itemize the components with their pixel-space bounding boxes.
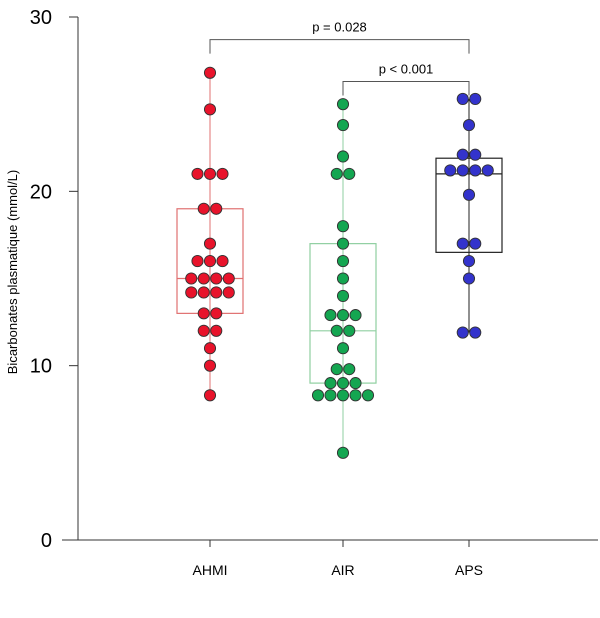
data-point [469,92,482,105]
data-point [324,377,337,390]
data-point [469,164,482,177]
data-point [469,237,482,250]
x-category-label: APS [455,562,483,578]
data-point [462,272,476,285]
groups-layer [176,66,503,459]
data-point [203,359,217,372]
data-point [210,286,223,299]
data-point [469,326,482,339]
data-point [336,150,350,163]
data-point [444,164,457,177]
data-point [203,255,217,268]
data-point [456,92,469,105]
y-tick-label: 0 [41,530,52,552]
data-point [203,103,217,116]
category-labels: AHMI AIR APS [193,562,484,578]
data-point [197,272,210,285]
data-point [216,167,229,180]
significance-bracket [209,39,470,54]
data-point [222,272,235,285]
data-point [191,167,204,180]
data-point [203,389,217,402]
box [176,208,244,314]
group-ahmi [176,66,244,402]
data-point [336,272,350,285]
axes: 0 10 20 30 [30,7,598,552]
data-point [330,167,343,180]
group-aps [435,92,503,339]
data-point [191,255,204,268]
data-point [336,389,350,402]
data-point [216,255,229,268]
data-point [336,98,350,111]
data-point [197,202,210,215]
data-point [185,286,198,299]
data-point [361,389,375,402]
data-point [336,220,350,233]
data-point [336,237,350,250]
data-point [324,309,337,322]
data-point [203,66,217,79]
group-air [309,98,377,459]
data-point [462,188,476,201]
data-point [203,237,217,250]
data-point [336,309,350,322]
data-point [311,389,325,402]
data-point [462,119,476,132]
x-category-label: AIR [331,562,354,578]
data-point [336,289,350,302]
y-axis-title: Bicarbonates plasmatique (mmol/L) [5,170,20,374]
data-point [462,255,476,268]
data-point [336,119,350,132]
y-tick-label: 10 [30,356,52,378]
data-point [349,377,362,390]
y-tick-label: 30 [30,7,52,29]
data-point [210,272,223,285]
data-point [197,286,210,299]
data-point [203,342,217,355]
data-point [324,389,337,402]
x-category-label: AHMI [193,562,228,578]
data-point [336,255,350,268]
data-point [210,202,223,215]
data-point [210,307,223,320]
data-point [330,324,343,337]
data-point [349,389,362,402]
significance-annotations: p = 0.028 p < 0.001 [209,20,470,96]
data-point [336,446,350,459]
data-point [456,164,469,177]
data-point [197,324,210,337]
data-point [336,377,350,390]
data-point [343,363,356,376]
data-point [185,272,198,285]
data-point [469,148,482,161]
data-point [222,286,235,299]
data-point [456,237,469,250]
data-point [330,363,343,376]
data-point [343,167,356,180]
data-point [481,164,494,177]
data-point [343,324,356,337]
data-point [456,326,469,339]
p-value-label: p < 0.001 [379,62,434,77]
y-tick-label: 20 [30,181,52,203]
data-point [456,148,469,161]
significance-bracket [342,81,470,96]
data-point [210,324,223,337]
data-point [336,342,350,355]
data-point [203,167,217,180]
data-point [197,307,210,320]
p-value-label: p = 0.028 [312,20,367,35]
box [435,157,503,253]
data-point [349,309,362,322]
